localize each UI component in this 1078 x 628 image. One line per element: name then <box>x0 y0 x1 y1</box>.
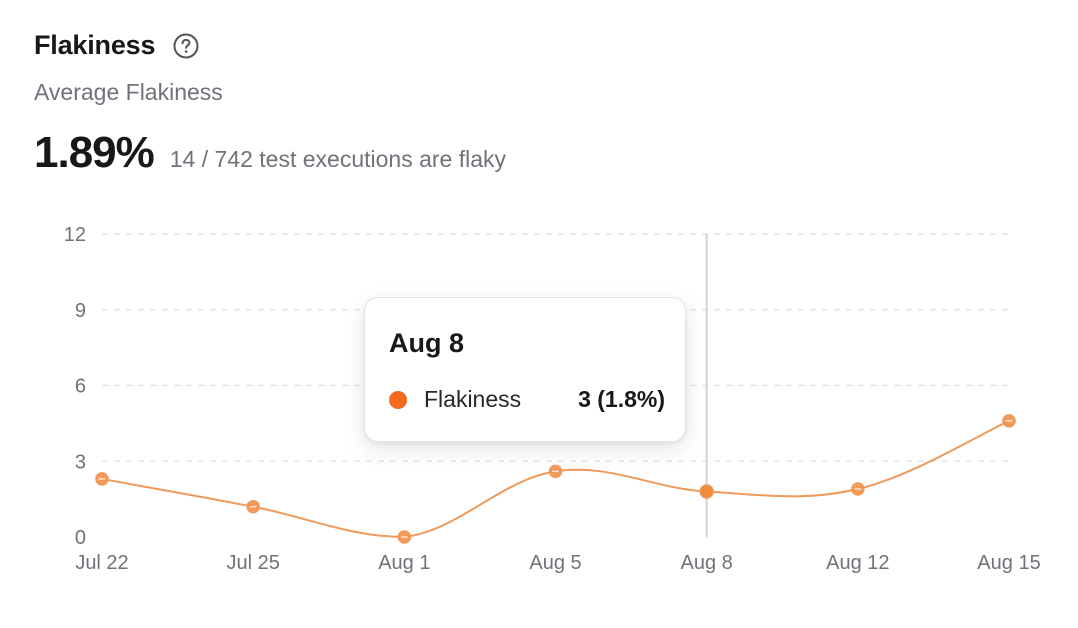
question-circle-icon[interactable] <box>173 33 199 59</box>
tooltip-title: Aug 8 <box>389 328 465 358</box>
x-tick-label: Aug 15 <box>977 552 1040 574</box>
data-point-active <box>699 484 714 499</box>
metric-value: 1.89% <box>34 128 155 177</box>
y-tick-label: 3 <box>75 451 86 473</box>
y-tick-label: 0 <box>75 527 86 549</box>
x-tick-label: Jul 25 <box>226 552 279 574</box>
x-tick-label: Aug 1 <box>378 552 430 574</box>
chart-tooltip: Aug 8 Flakiness 3 (1.8%) <box>364 297 686 442</box>
tooltip-row: Flakiness 3 (1.8%) <box>389 386 665 413</box>
metric-description: 14 / 742 test executions are flaky <box>169 146 507 172</box>
y-tick-label: 12 <box>64 224 86 246</box>
tooltip-series-label: Flakiness <box>424 386 522 412</box>
metric-row: 1.89% 14 / 742 test executions are flaky <box>34 128 506 178</box>
card-subtitle: Average Flakiness <box>34 79 223 105</box>
tooltip-series-dot <box>389 390 407 409</box>
tooltip-value: 3 (1.8%) <box>578 386 665 412</box>
y-tick-label: 6 <box>75 376 86 398</box>
y-tick-label: 9 <box>75 300 86 322</box>
x-tick-label: Aug 5 <box>529 552 581 574</box>
card-title: Flakiness <box>34 30 156 60</box>
x-tick-label: Aug 8 <box>681 552 733 574</box>
x-tick-label: Aug 12 <box>826 552 889 574</box>
x-tick-label: Jul 22 <box>75 552 128 574</box>
title-row: Flakiness <box>34 30 199 61</box>
